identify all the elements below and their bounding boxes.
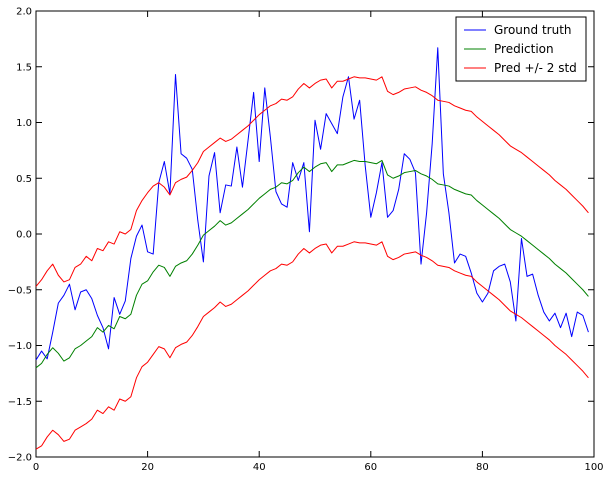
legend: Ground truth Prediction Pred +/- 2 std [455,16,587,82]
y-tick-label: −2.0 [8,453,32,464]
axis-layer: 0 20 40 60 80 100 −2.0 −1.5 −1.0 −0.5 0.0 0.5 1.0 1.5… [8,7,604,474]
y-tick-label: −1.5 [8,397,32,408]
series-line-ground-truth [35,47,589,361]
x-tick-label: 20 [141,462,154,473]
series-line-prediction [35,159,589,369]
y-tick-label: −1.0 [8,341,32,352]
series-line-pred-2-std [35,76,589,287]
legend-label: Ground truth [494,23,572,37]
legend-label: Prediction [494,42,554,56]
series-line-lower-bound-3 [35,241,589,450]
legend-label: Pred +/- 2 std [494,61,577,75]
y-tick-label: 1.5 [16,62,32,73]
x-tick-label: 0 [33,462,39,473]
series-layer [35,47,589,450]
x-tick-label: 60 [364,462,377,473]
y-tick-label: 1.0 [16,118,32,129]
y-tick-label: 2.0 [16,7,32,18]
x-tick-label: 80 [476,462,489,473]
y-tick-label: 0.0 [16,230,32,241]
y-tick-label: 0.5 [16,174,32,185]
x-tick-label: 40 [253,462,266,473]
plot-area [35,10,595,458]
y-tick-label: −0.5 [8,285,32,296]
x-tick-label: 100 [584,462,603,473]
